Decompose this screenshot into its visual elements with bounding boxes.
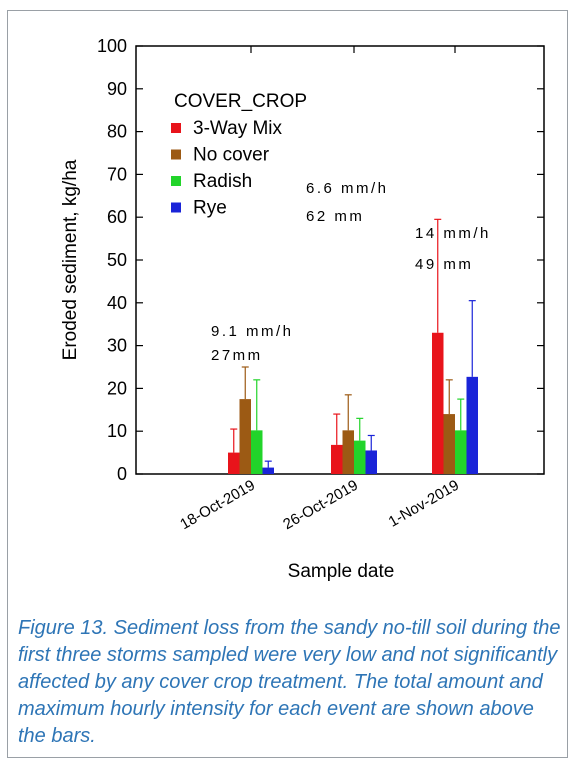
y-tick-label: 30 <box>107 336 127 356</box>
y-tick-label: 80 <box>107 122 127 142</box>
legend-swatch <box>171 202 181 213</box>
bar <box>228 452 240 474</box>
rain-intensity-label: 9.1 mm/h <box>211 323 294 340</box>
figure-caption: Figure 13. Sediment loss from the sandy … <box>18 617 561 747</box>
legend-label: No cover <box>193 145 270 166</box>
y-axis-label: Eroded sediment, kg/ha <box>60 159 81 360</box>
y-tick-label: 50 <box>107 250 127 270</box>
legend-title: COVER_CROP <box>174 91 307 112</box>
legend-label: Radish <box>193 171 252 192</box>
x-tick-label: 26-Oct-2019 <box>280 477 361 533</box>
bar <box>466 376 478 474</box>
legend: COVER_CROP 3-Way Mix No cover Radish Rye <box>171 91 307 219</box>
legend-swatch <box>171 149 181 160</box>
rain-annotations: 9.1 mm/h 27mm 6.6 mm/h 62 mm 14 mm/h 49 mm <box>211 180 491 364</box>
rain-total-label: 49 mm <box>415 256 473 273</box>
bar <box>354 440 366 474</box>
y-tick-label: 90 <box>107 79 127 99</box>
rain-intensity-label: 6.6 mm/h <box>306 180 389 197</box>
y-tick-label: 60 <box>107 207 127 227</box>
y-tick-label: 0 <box>117 464 127 484</box>
bar-chart: 0 10 20 30 40 50 60 70 80 90 100 18-Oct-2019 26-Oct… <box>60 36 545 582</box>
legend-label: 3-Way Mix <box>193 118 283 139</box>
rain-total-label: 27mm <box>211 347 263 364</box>
y-tick-label: 70 <box>107 164 127 184</box>
y-tick-label: 100 <box>97 36 127 56</box>
bar-series <box>228 218 478 474</box>
legend-swatch <box>171 176 181 186</box>
bar <box>455 430 467 474</box>
bar <box>342 430 354 474</box>
rain-total-label: 62 mm <box>306 208 364 225</box>
bar <box>262 467 274 474</box>
x-axis-label: Sample date <box>288 561 395 582</box>
legend-label: Rye <box>193 198 227 219</box>
x-tick-label: 18-Oct-2019 <box>177 477 258 533</box>
bar <box>239 399 251 474</box>
bar <box>443 414 455 474</box>
y-tick-label: 10 <box>107 421 127 441</box>
bar <box>331 444 343 474</box>
rain-intensity-label: 14 mm/h <box>415 225 491 242</box>
y-tick-label: 40 <box>107 293 127 313</box>
y-axis-ticks: 0 10 20 30 40 50 60 70 80 90 100 <box>97 36 544 484</box>
legend-swatch <box>171 123 181 133</box>
bar <box>365 450 377 474</box>
bar <box>251 430 263 474</box>
y-tick-label: 20 <box>107 378 127 398</box>
bar <box>432 332 444 474</box>
x-tick-label: 1-Nov-2019 <box>386 477 462 531</box>
